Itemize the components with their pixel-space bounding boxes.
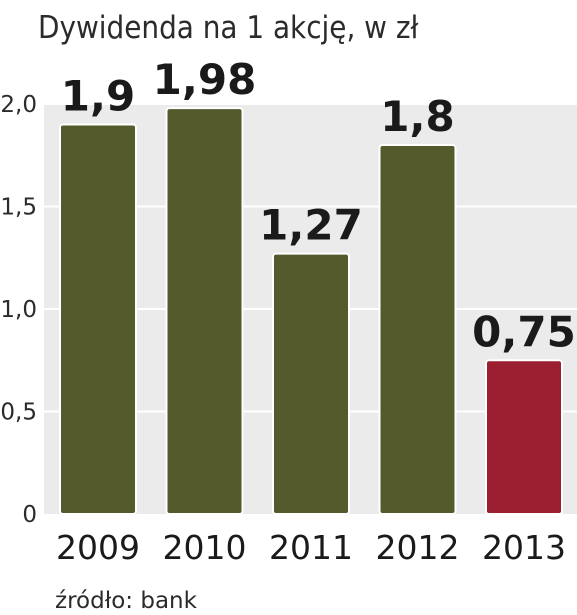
value-labels: 1,9 1,98 1,27 1,8 0,75 — [61, 55, 576, 356]
bar-2009 — [59, 123, 137, 515]
value-label-2012: 1,8 — [380, 92, 454, 141]
y-tick-label: 1,0 — [0, 297, 37, 323]
y-tick-label: 0 — [22, 502, 37, 528]
chart-title: Dywidenda na 1 akcję, w zł — [38, 10, 418, 46]
y-axis: 0 0,5 1,0 1,5 2,0 — [0, 92, 37, 528]
value-label-2011: 1,27 — [259, 201, 363, 250]
value-label-2009: 1,9 — [61, 72, 135, 121]
y-tick-label: 1,5 — [0, 195, 37, 221]
x-tick-label-2010: 2010 — [163, 528, 247, 567]
x-tick-label-2011: 2011 — [269, 528, 353, 567]
value-label-2010: 1,98 — [153, 55, 257, 104]
value-label-2013: 0,75 — [472, 307, 576, 356]
x-axis: 2009 2010 2011 2012 2013 — [56, 528, 566, 567]
y-tick-label: 2,0 — [0, 92, 37, 118]
x-tick-label-2013: 2013 — [482, 528, 566, 567]
source-note: źródło: bank — [55, 588, 198, 614]
bar-2011 — [272, 252, 350, 515]
x-tick-label-2012: 2012 — [376, 528, 460, 567]
bar-2010 — [165, 107, 244, 515]
bar-2013 — [485, 359, 563, 515]
x-tick-label-2009: 2009 — [56, 528, 140, 567]
bar-2012 — [378, 144, 457, 515]
bars — [59, 107, 563, 515]
y-tick-label: 0,5 — [0, 400, 37, 426]
